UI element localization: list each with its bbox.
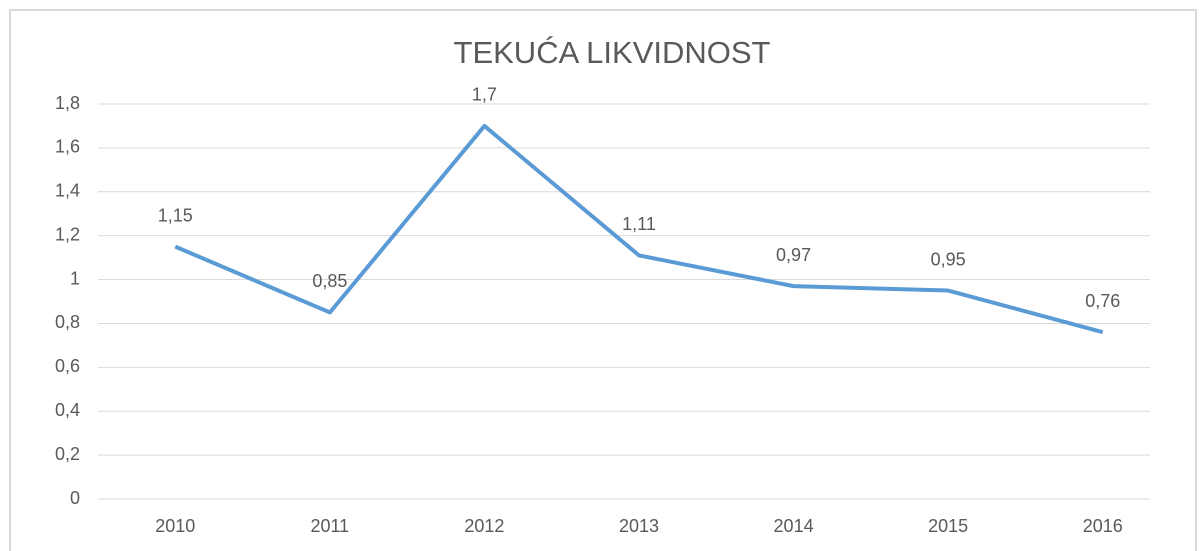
y-tick-label: 0,8 — [55, 312, 80, 332]
y-tick-label: 1,6 — [55, 137, 80, 157]
x-tick-label: 2016 — [1083, 516, 1123, 536]
data-label: 1,11 — [622, 214, 656, 234]
x-tick-label: 2010 — [155, 516, 195, 536]
y-tick-label: 1,4 — [55, 181, 80, 201]
y-tick-label: 1 — [70, 268, 80, 288]
data-label: 1,15 — [158, 205, 193, 225]
x-tick-label: 2011 — [310, 516, 349, 536]
y-tick-label: 0,4 — [55, 400, 80, 420]
y-tick-label: 0 — [70, 488, 80, 508]
line — [174, 123, 1104, 335]
data-label: 0,76 — [1085, 291, 1120, 311]
data-label: 0,95 — [931, 249, 966, 269]
data-label: 1,7 — [472, 85, 497, 105]
x-tick-label: 2012 — [464, 516, 504, 536]
y-tick-label: 1,8 — [55, 93, 80, 113]
data-label: 0,97 — [776, 245, 811, 265]
chart-border — [9, 9, 1197, 551]
chart-title: TEKUĆA LIKVIDNOST — [454, 35, 771, 70]
x-tick-label: 2014 — [774, 516, 814, 536]
x-tick-label: 2013 — [619, 516, 659, 536]
y-tick-label: 0,2 — [55, 444, 80, 464]
x-tick-label: 2015 — [928, 516, 968, 536]
y-tick-label: 0,6 — [55, 356, 80, 376]
y-tick-label: 1,2 — [55, 224, 80, 244]
data-label: 0,85 — [312, 271, 347, 291]
